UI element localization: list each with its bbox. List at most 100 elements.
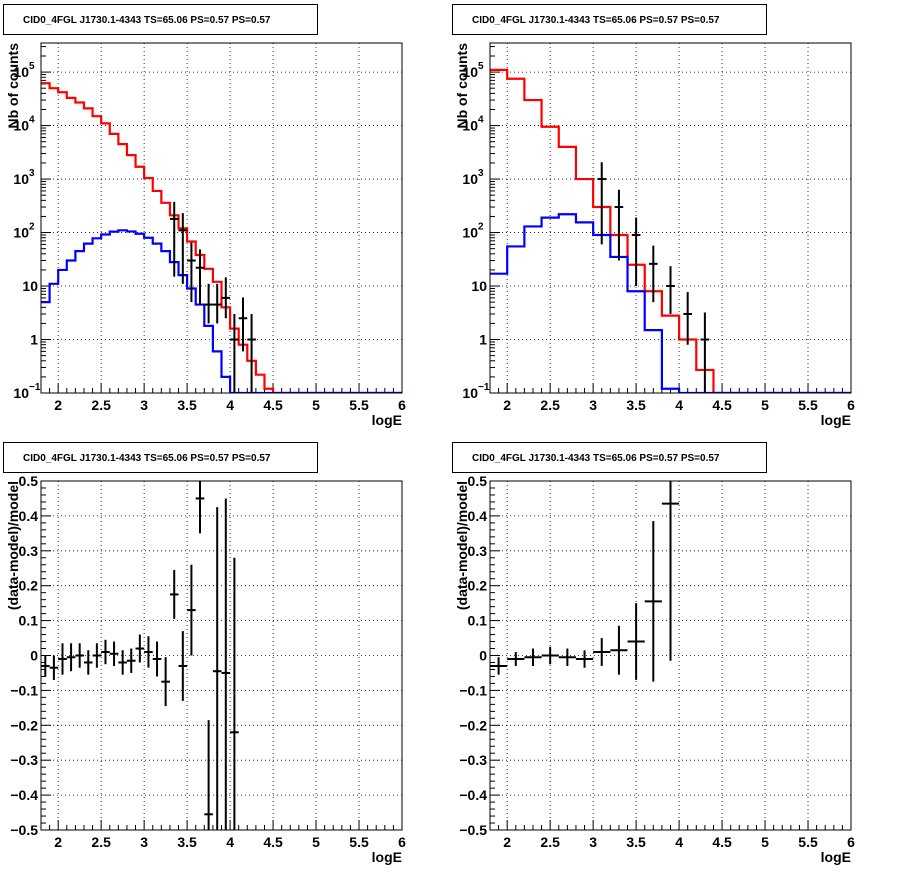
y-axis-label: (data-model)/model [454,481,470,610]
y-tick-label: 0.4 [19,508,39,524]
y-tick-exponent: −1 [478,382,490,393]
y-tick-label: 0.2 [19,578,39,594]
x-axis-label: logE [821,412,851,428]
x-tick-label: 2.5 [540,834,560,850]
y-tick-label: 0.4 [468,508,488,524]
x-tick-label: 3.5 [626,397,646,413]
x-tick-label: 5 [312,397,320,413]
x-tick-label: 3 [589,397,597,413]
y-axis-label: Nb of counts [454,43,470,129]
y-tick-label: 10 [13,64,29,80]
y-tick-label: 10 [462,385,478,401]
chart-title: CID0_4FGL J1730.1-4343 TS=65.06 PS=0.57 … [23,453,271,464]
x-axis-label: logE [372,412,402,428]
y-tick-label: 10 [462,225,478,241]
x-tick-label: 2.5 [91,397,111,413]
chart-title: CID0_4FGL J1730.1-4343 TS=65.06 PS=0.57 … [23,15,271,26]
x-tick-label: 3 [589,834,597,850]
title-box [3,4,318,35]
y-tick-label: 0.3 [468,543,488,559]
y-tick-label: 0.1 [19,613,39,629]
y-tick-exponent: 5 [478,61,484,72]
plot-frame [40,480,403,831]
series-layer [490,481,680,682]
x-tick-label: 3.5 [626,834,646,850]
y-tick-label: 10 [22,278,38,294]
x-tick-label: 4 [675,397,683,413]
y-tick-label: −0.3 [10,752,38,768]
x-tick-label: 5.5 [798,834,818,850]
x-tick-label: 4.5 [263,834,283,850]
x-tick-label: 5.5 [798,397,818,413]
y-tick-label: 10 [13,385,29,401]
y-tick-label: 0.5 [468,473,488,489]
x-tick-label: 5.5 [349,397,369,413]
y-tick-exponent: −1 [29,382,41,393]
y-tick-label: 10 [13,118,29,134]
x-tick-label: 2 [503,397,511,413]
y-tick-exponent: 2 [478,222,484,233]
y-tick-label: 10 [13,225,29,241]
x-tick-label: 5.5 [349,834,369,850]
y-tick-exponent: 2 [29,222,35,233]
plot-frame [40,42,403,394]
x-tick-label: 5 [761,834,769,850]
y-axis-label: Nb of counts [5,43,21,129]
chart-title: CID0_4FGL J1730.1-4343 TS=65.06 PS=0.57 … [472,453,720,464]
x-tick-label: 4 [675,834,683,850]
y-tick-label: 0.2 [468,578,488,594]
y-tick-label: 10 [471,278,487,294]
x-tick-label: 3.5 [177,397,197,413]
y-tick-label: −0.2 [10,717,38,733]
y-tick-label: 1 [479,332,487,348]
plot-frame [489,42,852,394]
histogram-step-component [41,229,402,393]
y-tick-label: 0.3 [19,543,39,559]
y-tick-label: −0.2 [459,717,487,733]
x-tick-label: 3.5 [177,834,197,850]
y-tick-label: −0.1 [10,682,38,698]
y-tick-label: −0.4 [10,787,38,803]
series-layer [490,68,851,393]
plot-frame [489,480,852,831]
title-box [3,442,318,473]
y-tick-label: 0.5 [19,473,39,489]
y-tick-exponent: 3 [29,168,35,179]
x-tick-label: 5 [312,834,320,850]
y-tick-label: 0.1 [468,613,488,629]
y-tick-label: −0.5 [459,822,487,838]
y-tick-label: 0 [30,648,38,664]
y-tick-exponent: 3 [478,168,484,179]
spectrum-pad-right: CID0_4FGL J1730.1-4343 TS=65.06 PS=0.57 … [452,4,855,428]
residual-pad-right: CID0_4FGL J1730.1-4343 TS=65.06 PS=0.57 … [452,442,855,865]
histogram-step-component [490,213,851,393]
y-tick-label: 10 [13,171,29,187]
title-box [452,4,767,35]
x-axis-label: logE [372,849,402,865]
x-axis-label: logE [821,849,851,865]
title-box [452,442,767,473]
y-tick-label: 1 [30,332,38,348]
y-tick-exponent: 5 [29,61,35,72]
y-tick-label: 10 [462,171,478,187]
y-tick-label: −0.3 [459,752,487,768]
x-tick-label: 2 [503,834,511,850]
x-tick-label: 4.5 [712,397,732,413]
x-tick-label: 2 [54,397,62,413]
x-tick-label: 5 [761,397,769,413]
x-tick-label: 4.5 [263,397,283,413]
y-tick-exponent: 4 [478,115,484,126]
y-axis-label: (data-model)/model [5,481,21,610]
x-tick-label: 4.5 [712,834,732,850]
x-tick-label: 3 [140,397,148,413]
x-tick-label: 2.5 [91,834,111,850]
series-layer [41,82,402,393]
residual-pad-left: CID0_4FGL J1730.1-4343 TS=65.06 PS=0.57 … [3,442,406,865]
x-tick-label: 3 [140,834,148,850]
x-tick-label: 6 [847,397,855,413]
y-tick-label: −0.1 [459,682,487,698]
y-tick-label: 0 [479,648,487,664]
x-tick-label: 4 [226,397,234,413]
x-tick-label: 6 [398,834,406,850]
